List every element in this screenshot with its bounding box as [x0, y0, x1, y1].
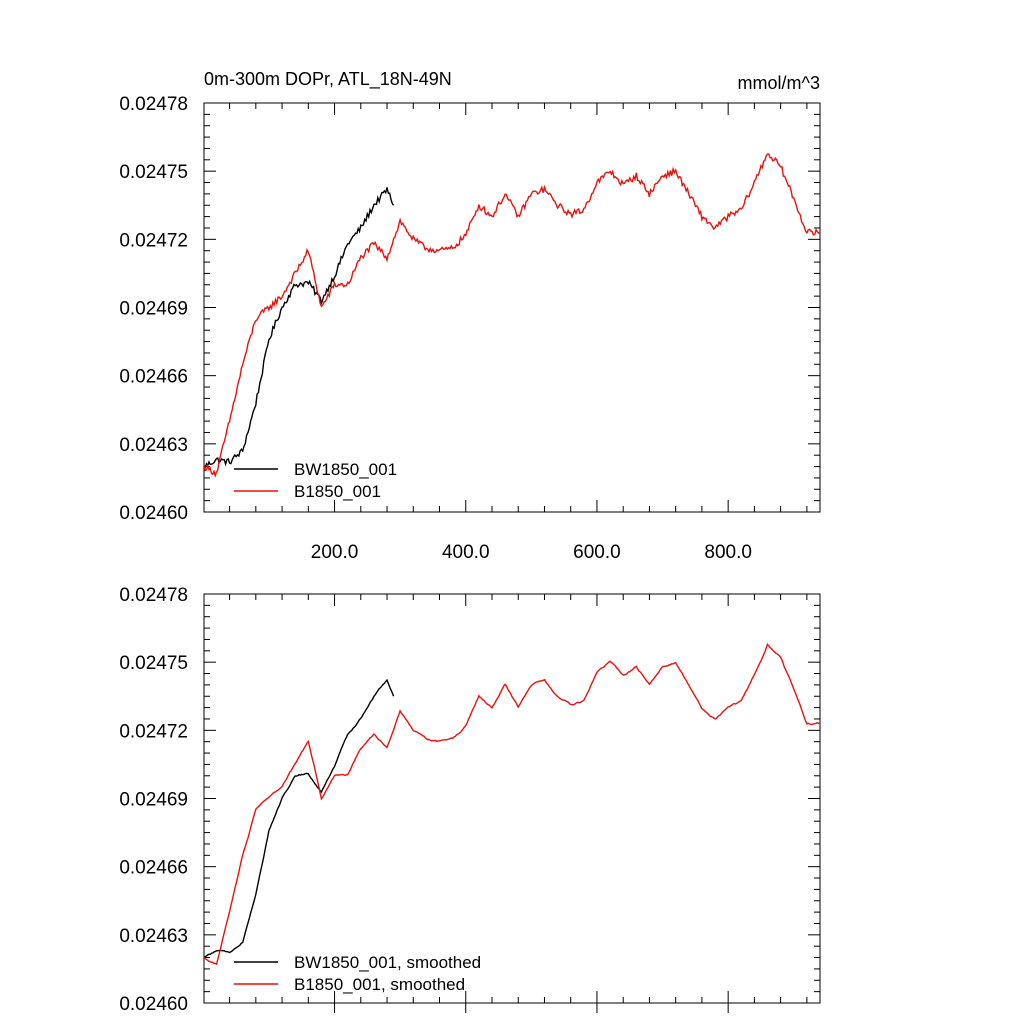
x-tick-label: 800.0	[704, 542, 752, 563]
y-tick-label: 0.02478	[119, 94, 188, 115]
units-label: mmol/m^3	[738, 73, 820, 93]
legend-label: B1850_001, smoothed	[294, 975, 465, 994]
x-tick-label: 200.0	[311, 542, 359, 563]
y-tick-label: 0.02463	[119, 435, 188, 456]
y-tick-label: 0.02475	[119, 653, 188, 674]
x-tick-label: 400.0	[442, 542, 490, 563]
y-tick-label: 0.02466	[119, 858, 188, 879]
y-tick-label: 0.02460	[119, 503, 188, 524]
y-tick-label: 0.02466	[119, 367, 188, 388]
y-tick-label: 0.02463	[119, 926, 188, 947]
x-tick-label: 600.0	[573, 542, 621, 563]
series-line-b1850	[204, 643, 820, 966]
series-line-bw1850	[204, 187, 395, 470]
chart-bottom: 0.02460 0.02463 0.02466 0.02469 0.02472 0.024…	[119, 585, 821, 1015]
series-line-bw1850	[204, 678, 395, 958]
y-tick-label: 0.02472	[119, 230, 188, 251]
y-tick-label: 0.02472	[119, 721, 188, 742]
legend-label: BW1850_001, smoothed	[294, 953, 481, 972]
chart-top: 0.02460 0.02463 0.02466 0.02469 0.02472 0.024…	[119, 69, 821, 563]
chart-title: 0m-300m DOPr, ATL_18N-49N	[204, 69, 452, 90]
series-line-b1850	[204, 153, 820, 478]
y-tick-label: 0.02469	[119, 299, 188, 320]
legend-label: B1850_001	[294, 482, 381, 501]
plot-frame	[203, 593, 821, 1004]
y-tick-label: 0.02460	[119, 994, 188, 1015]
plot-frame	[203, 102, 821, 513]
y-tick-label: 0.02478	[119, 585, 188, 606]
y-tick-label: 0.02469	[119, 790, 188, 811]
legend-label: BW1850_001	[294, 460, 397, 479]
y-tick-label: 0.02475	[119, 162, 188, 183]
